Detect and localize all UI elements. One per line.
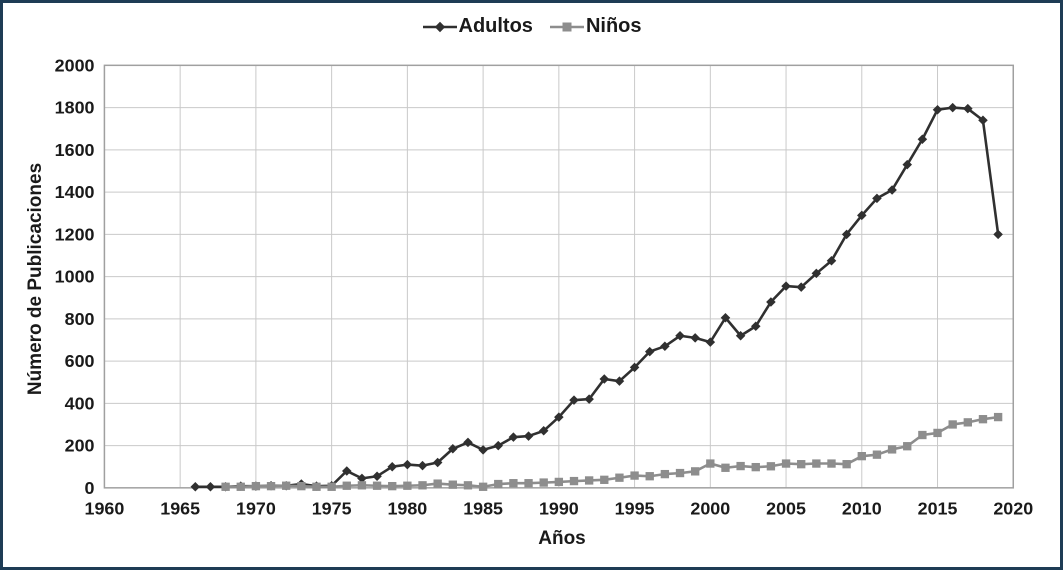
svg-text:2020: 2020: [993, 499, 1033, 519]
svg-text:2015: 2015: [918, 499, 958, 519]
svg-text:1970: 1970: [236, 499, 276, 519]
series-ninos: [221, 412, 1003, 491]
svg-text:1000: 1000: [55, 267, 95, 287]
x-axis-label: Años: [538, 528, 586, 549]
legend-label-ninos: Niños: [585, 15, 642, 37]
svg-text:2000: 2000: [690, 499, 730, 519]
svg-text:2005: 2005: [766, 499, 806, 519]
legend: Adultos Niños: [422, 15, 642, 38]
svg-text:2000: 2000: [55, 55, 95, 75]
adultos-diamond-marker-icon: [422, 21, 457, 32]
ninos-square-marker-icon: [549, 22, 584, 31]
y-axis-label: Número de Publicaciones: [25, 162, 46, 396]
svg-text:400: 400: [65, 393, 95, 413]
svg-text:1960: 1960: [85, 499, 125, 519]
legend-item-adultos: Adultos: [422, 15, 533, 38]
svg-text:1990: 1990: [539, 499, 579, 519]
svg-text:200: 200: [65, 436, 95, 456]
svg-text:2010: 2010: [842, 499, 882, 519]
svg-text:1965: 1965: [160, 499, 200, 519]
svg-text:1980: 1980: [387, 499, 427, 519]
x-tick-labels: 1960 1965 1970 1975 1980 1985 1990 1995 2000 2005…: [85, 499, 1034, 519]
plot-border: [103, 64, 1015, 489]
svg-text:800: 800: [65, 309, 95, 329]
series-adultos: [190, 102, 1003, 492]
svg-text:1995: 1995: [615, 499, 655, 519]
legend-label-adultos: Adultos: [458, 15, 533, 37]
svg-text:1800: 1800: [55, 98, 95, 118]
svg-text:0: 0: [85, 478, 95, 498]
svg-text:1975: 1975: [312, 499, 352, 519]
y-tick-labels: 0 200 400 600 800 1000 1200 1400 1600 1800 2000: [55, 55, 95, 497]
svg-text:1985: 1985: [463, 499, 503, 519]
gridlines: [103, 64, 1014, 489]
legend-item-ninos: Niños: [549, 15, 642, 38]
svg-text:1200: 1200: [55, 224, 95, 244]
svg-text:1600: 1600: [55, 140, 95, 160]
svg-text:1400: 1400: [55, 182, 95, 202]
plot-area: 1960 1965 1970 1975 1980 1985 1990 1995 2000 2005…: [55, 55, 1034, 519]
svg-text:600: 600: [65, 351, 95, 371]
